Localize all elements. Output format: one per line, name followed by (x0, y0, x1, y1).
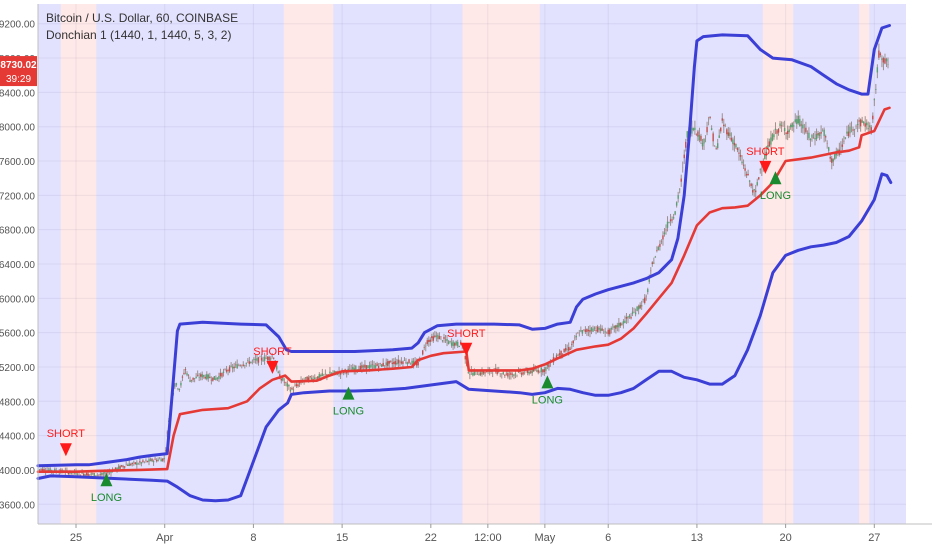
bar-countdown-label: 39:29 (6, 74, 31, 85)
signal-short: SHORT (253, 346, 292, 374)
symbol-title[interactable]: Bitcoin / U.S. Dollar, 60, COINBASE (46, 11, 239, 25)
time-tick-label: 15 (336, 532, 348, 544)
price-tick-label: 4400.00 (0, 432, 35, 443)
long-label: LONG (760, 190, 791, 202)
price-tick-label: 5200.00 (0, 363, 35, 374)
price-tick-label: 6000.00 (0, 294, 35, 305)
time-tick-label: Apr (156, 532, 173, 544)
price-tick-label: 3600.00 (0, 500, 35, 511)
signal-short: SHORT (746, 146, 785, 174)
price-tick-label: 7200.00 (0, 191, 35, 202)
long-arrow-marker (342, 386, 355, 400)
long-arrow-marker (541, 375, 554, 389)
live-price-badge: 8730.02 39:29 (0, 56, 37, 87)
short-arrow-marker (759, 160, 772, 174)
time-tick-label: 12:00 (474, 532, 502, 544)
signal-long: LONG (760, 171, 791, 202)
price-badge-box (0, 56, 37, 87)
signal-long: LONG (91, 473, 122, 504)
short-label: SHORT (447, 328, 486, 340)
price-tick-label: 4000.00 (0, 466, 35, 477)
regime-bull (333, 4, 463, 524)
price-tick-label: 4800.00 (0, 397, 35, 408)
time-tick-label: 27 (868, 532, 880, 544)
time-tick-label: 8 (250, 532, 256, 544)
price-tick-label: 6800.00 (0, 226, 35, 237)
time-tick-label: 22 (425, 532, 437, 544)
short-arrow-marker (59, 443, 72, 457)
price-tick-label: 6400.00 (0, 260, 35, 271)
indicator-title[interactable]: Donchian 1 (1440, 1, 1440, 5, 3, 2) (46, 28, 232, 42)
price-tick-label: 8000.00 (0, 123, 35, 134)
price-tick-label: 7600.00 (0, 157, 35, 168)
short-label: SHORT (253, 346, 292, 358)
axes: 3600.00 4000.00 4400.00 4800.00 5200.00 5600.… (0, 4, 932, 544)
donchian-bands (36, 24, 893, 503)
upper-band-line (36, 24, 891, 468)
regime-bull (96, 4, 284, 524)
last-price-label: 8730.02 (0, 60, 37, 71)
price-tick-label: 5600.00 (0, 329, 35, 340)
short-arrow-marker (266, 360, 279, 374)
short-label: SHORT (746, 146, 785, 158)
price-tick-label: 9200.00 (0, 20, 35, 31)
signal-short: SHORT (447, 328, 486, 356)
signal-long: LONG (333, 386, 364, 418)
regime-bear (60, 4, 97, 524)
regime-bull (539, 4, 763, 524)
time-tick-label: 20 (779, 532, 791, 544)
lower-band-line (36, 172, 893, 503)
chart-legend: Bitcoin / U.S. Dollar, 60, COINBASE Donc… (46, 10, 238, 44)
short-arrow-marker (460, 342, 473, 356)
signal-long: LONG (532, 375, 563, 406)
long-arrow-marker (100, 473, 113, 487)
price-tick-label: 8400.00 (0, 88, 35, 99)
regime-bear (283, 4, 334, 524)
long-label: LONG (532, 394, 563, 406)
trade-signals: SHORT LONG SHORT LONG SHORT LONG SHORT LONG (47, 146, 791, 504)
time-tick-label: 13 (691, 532, 703, 544)
long-label: LONG (333, 406, 364, 418)
short-label: SHORT (47, 428, 86, 440)
time-tick-label: May (534, 532, 555, 544)
mid-band-line (36, 106, 891, 473)
time-tick-label: 25 (70, 532, 82, 544)
regime-bear (462, 4, 540, 524)
background-regimes (38, 4, 906, 524)
long-arrow-marker (769, 171, 782, 185)
regime-bull (38, 4, 61, 524)
long-label: LONG (91, 492, 122, 504)
regime-bear (859, 4, 870, 524)
time-tick-label: 6 (605, 532, 611, 544)
signal-short: SHORT (47, 428, 86, 457)
